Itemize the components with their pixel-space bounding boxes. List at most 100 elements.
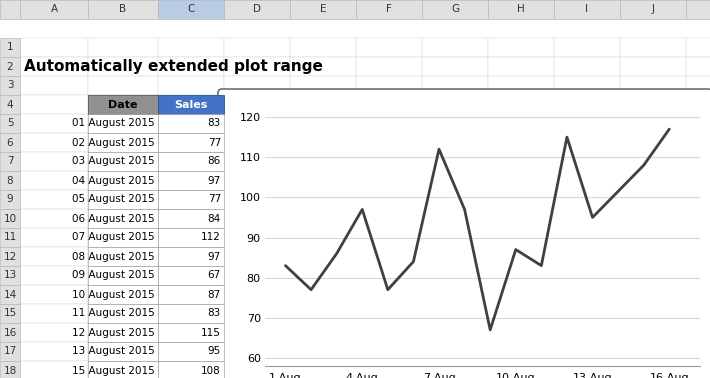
Bar [224,38,290,57]
Text: Date: Date [108,99,138,110]
Bar [20,76,88,95]
Text: 18: 18 [4,366,16,375]
Bar [158,190,224,209]
Bar [224,266,290,285]
Bar [224,190,290,209]
Bar [620,133,686,152]
Bar [88,323,158,342]
Bar [224,0,290,19]
Bar [686,152,710,171]
Bar [554,361,620,378]
Bar [0,342,20,361]
Bar [158,247,224,266]
Bar [88,266,158,285]
Bar [422,342,488,361]
Bar [158,247,224,266]
Bar [224,209,290,228]
Bar [686,114,710,133]
Bar [88,361,158,378]
Bar [158,361,224,378]
Bar [88,152,158,171]
Text: 115: 115 [201,327,221,338]
Bar [20,190,88,209]
Text: 04 August 2015: 04 August 2015 [72,175,155,186]
Text: 2: 2 [6,62,13,71]
Bar [88,190,158,209]
Text: 08 August 2015: 08 August 2015 [72,251,155,262]
Text: A: A [50,5,58,14]
Bar [620,228,686,247]
Bar [356,76,422,95]
Text: 17: 17 [4,347,16,356]
Bar [20,152,88,171]
Text: 02 August 2015: 02 August 2015 [72,138,155,147]
Bar [422,171,488,190]
Text: 12 August 2015: 12 August 2015 [72,327,155,338]
Bar [620,285,686,304]
Bar [224,95,290,114]
Bar [20,361,88,378]
Text: G: G [451,5,459,14]
Bar [158,171,224,190]
Bar [0,228,20,247]
Bar [290,342,356,361]
Text: D: D [253,5,261,14]
Bar [88,57,158,76]
Text: 3: 3 [6,81,13,90]
Bar [356,57,422,76]
Text: 15 August 2015: 15 August 2015 [72,366,155,375]
Bar [158,228,224,247]
Bar [224,171,290,190]
Text: 12: 12 [4,251,16,262]
Bar [356,95,422,114]
Bar [88,342,158,361]
Bar [686,304,710,323]
Bar [422,247,488,266]
Bar [356,133,422,152]
Text: 05 August 2015: 05 August 2015 [72,195,155,204]
Bar [20,247,88,266]
Bar [356,342,422,361]
Bar [554,133,620,152]
Bar [422,323,488,342]
Text: 77: 77 [208,138,221,147]
Bar [158,171,224,190]
Bar [422,133,488,152]
Bar [488,152,554,171]
Text: 86: 86 [208,156,221,166]
Bar [158,133,224,152]
Bar [158,285,224,304]
Text: 16: 16 [4,327,16,338]
Bar [488,342,554,361]
Text: 7: 7 [6,156,13,166]
Text: 9: 9 [6,195,13,204]
Bar [224,361,290,378]
Bar [88,209,158,228]
Bar [356,228,422,247]
Bar [422,38,488,57]
Bar [290,304,356,323]
Bar [88,285,158,304]
Bar [488,114,554,133]
Bar [554,38,620,57]
Bar [224,152,290,171]
Bar [422,190,488,209]
Bar [0,76,20,95]
Bar [0,152,20,171]
Bar [686,0,710,19]
Bar [620,76,686,95]
Bar [158,266,224,285]
Text: 11: 11 [4,232,16,243]
Bar [290,38,356,57]
Bar [158,190,224,209]
Bar [620,152,686,171]
Bar [488,38,554,57]
Bar [0,0,710,19]
Bar [0,304,20,323]
Bar [88,228,158,247]
Bar [620,342,686,361]
Text: 03 August 2015: 03 August 2015 [72,156,155,166]
Bar [224,76,290,95]
Bar [686,57,710,76]
Bar [290,285,356,304]
